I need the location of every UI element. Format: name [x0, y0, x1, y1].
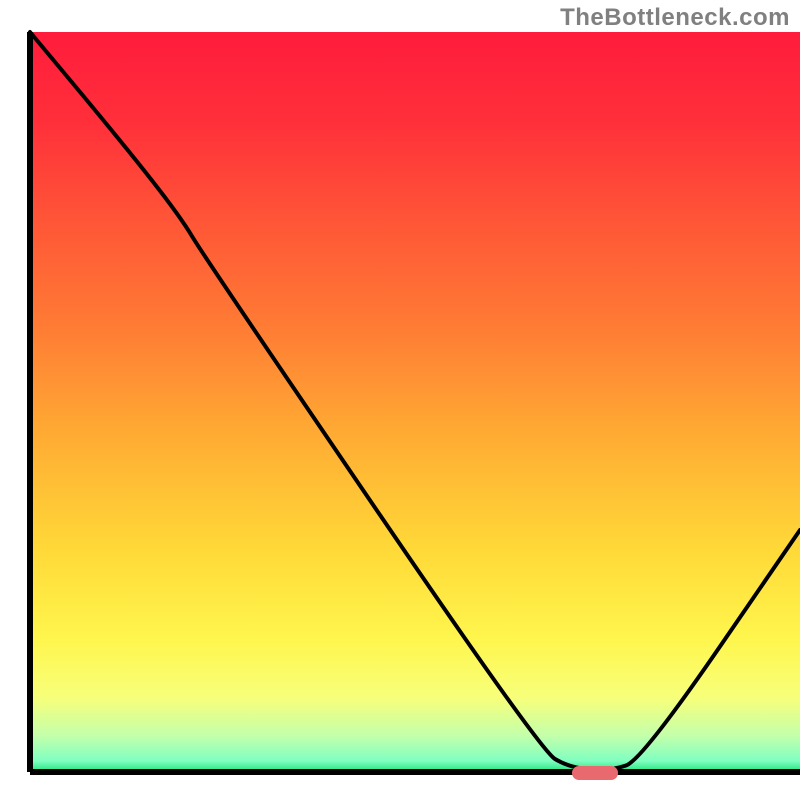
optimal-marker	[572, 766, 618, 780]
chart-container: TheBottleneck.com	[0, 0, 800, 800]
watermark-text: TheBottleneck.com	[560, 4, 790, 32]
bottleneck-curve-chart	[0, 0, 800, 800]
gradient-background	[30, 32, 800, 772]
